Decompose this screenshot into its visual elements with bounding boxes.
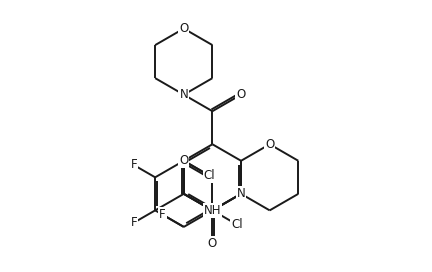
Text: NH: NH	[203, 204, 221, 217]
Text: O: O	[265, 138, 274, 151]
Text: O: O	[236, 88, 246, 101]
Text: N: N	[179, 88, 188, 101]
Text: Cl: Cl	[231, 218, 243, 231]
Text: F: F	[130, 216, 137, 229]
Text: F: F	[130, 158, 137, 171]
Text: O: O	[179, 154, 188, 167]
Text: Cl: Cl	[204, 169, 216, 182]
Text: F: F	[159, 208, 165, 221]
Text: O: O	[208, 237, 217, 250]
Text: O: O	[179, 22, 188, 35]
Text: N: N	[237, 187, 245, 200]
